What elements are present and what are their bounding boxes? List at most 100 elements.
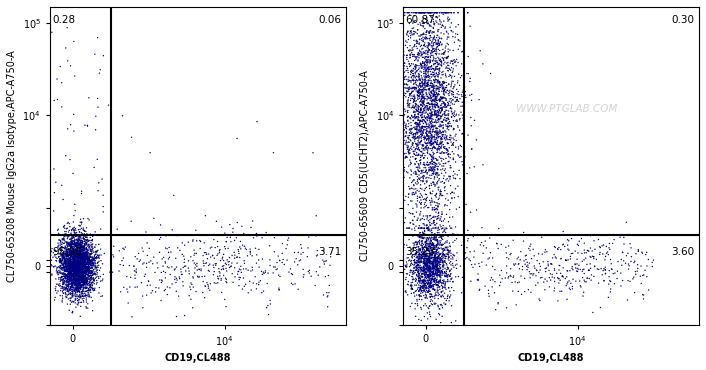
- Point: [283, 235, 294, 241]
- Point: [72, 240, 83, 246]
- Point: [412, 31, 423, 37]
- Point: [83, 254, 95, 260]
- Point: [78, 249, 90, 255]
- Point: [463, 256, 474, 262]
- Point: [53, 226, 64, 232]
- Point: [85, 244, 97, 250]
- Point: [77, 245, 88, 250]
- Point: [429, 256, 441, 262]
- Point: [427, 206, 438, 212]
- Point: [440, 10, 451, 16]
- Point: [412, 143, 424, 149]
- Point: [435, 192, 446, 198]
- Point: [83, 250, 95, 256]
- Point: [61, 286, 73, 292]
- Point: [61, 252, 72, 258]
- Point: [439, 285, 450, 291]
- Point: [452, 91, 463, 97]
- Point: [424, 167, 435, 173]
- Point: [453, 10, 464, 16]
- Point: [403, 74, 414, 80]
- Point: [411, 107, 422, 113]
- Point: [443, 141, 454, 147]
- Point: [412, 138, 424, 144]
- Point: [54, 258, 65, 263]
- Point: [417, 10, 428, 16]
- Point: [89, 270, 100, 276]
- Point: [64, 257, 75, 263]
- Point: [401, 139, 412, 145]
- Point: [441, 247, 453, 253]
- Point: [64, 274, 76, 280]
- Point: [472, 271, 484, 277]
- Point: [67, 255, 78, 261]
- Point: [427, 105, 438, 111]
- Point: [412, 120, 424, 126]
- Point: [76, 265, 88, 271]
- Point: [431, 130, 442, 136]
- Point: [68, 243, 80, 249]
- Point: [412, 259, 424, 265]
- Point: [220, 275, 232, 281]
- Point: [128, 268, 140, 274]
- Point: [521, 263, 532, 269]
- Point: [413, 67, 424, 73]
- Point: [76, 282, 88, 287]
- Point: [420, 258, 431, 264]
- Point: [415, 255, 426, 261]
- Point: [112, 226, 123, 232]
- Point: [562, 279, 573, 285]
- Point: [80, 252, 91, 258]
- Point: [430, 105, 441, 111]
- Point: [71, 240, 83, 246]
- Point: [76, 259, 87, 265]
- Point: [89, 51, 100, 57]
- Point: [57, 255, 68, 261]
- Point: [77, 258, 88, 264]
- Point: [486, 284, 498, 290]
- Point: [421, 167, 432, 173]
- Point: [73, 283, 85, 289]
- Point: [446, 109, 457, 115]
- Point: [71, 284, 83, 290]
- Point: [68, 249, 79, 255]
- Point: [426, 121, 437, 127]
- Point: [445, 273, 456, 279]
- Point: [193, 266, 205, 272]
- Point: [421, 54, 432, 60]
- Point: [418, 278, 429, 284]
- Point: [445, 174, 456, 179]
- Point: [408, 149, 419, 155]
- Point: [429, 20, 441, 26]
- Point: [430, 268, 441, 274]
- Point: [75, 240, 86, 246]
- Point: [67, 266, 78, 272]
- Point: [184, 284, 196, 290]
- Point: [418, 106, 429, 112]
- Point: [421, 171, 433, 177]
- Point: [79, 245, 90, 251]
- Point: [425, 240, 436, 246]
- Point: [78, 250, 89, 256]
- Point: [420, 191, 431, 197]
- Point: [283, 269, 294, 275]
- Point: [425, 111, 436, 117]
- Point: [69, 273, 80, 279]
- Point: [87, 261, 98, 267]
- Point: [427, 268, 438, 274]
- Point: [434, 98, 445, 104]
- Point: [412, 89, 424, 95]
- Point: [427, 260, 438, 266]
- Point: [431, 156, 442, 162]
- Point: [430, 281, 441, 287]
- Point: [420, 140, 431, 146]
- Point: [65, 240, 76, 246]
- Point: [427, 294, 438, 300]
- Point: [67, 260, 78, 266]
- Point: [419, 135, 431, 141]
- Point: [62, 280, 73, 286]
- Point: [448, 256, 459, 262]
- Point: [71, 269, 82, 275]
- Point: [76, 278, 87, 283]
- Point: [54, 250, 66, 256]
